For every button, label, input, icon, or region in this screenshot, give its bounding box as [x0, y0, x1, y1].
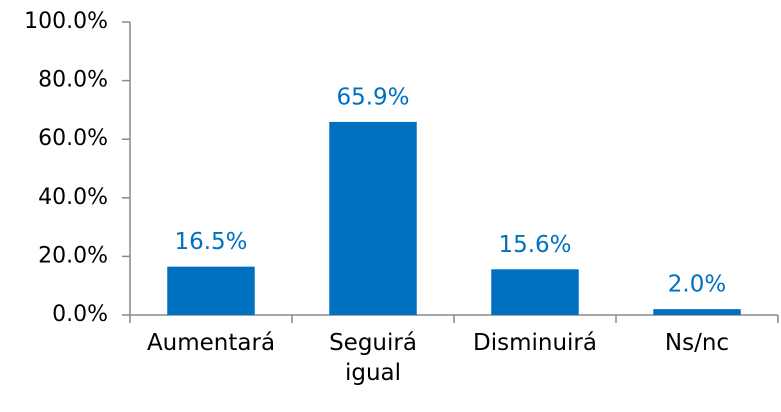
value-label: 16.5%: [174, 229, 247, 255]
y-tick-label: 20.0%: [38, 243, 108, 268]
bar: [329, 121, 417, 316]
x-tick-label: Aumentará: [146, 330, 276, 356]
value-label: 15.6%: [498, 232, 571, 258]
value-label: 65.9%: [336, 84, 409, 110]
y-tick-label: 80.0%: [38, 68, 108, 93]
y-tick-label: 60.0%: [38, 126, 108, 151]
x-tick-label: Seguirá igual: [329, 330, 417, 386]
bar: [491, 269, 579, 315]
bar: [167, 266, 255, 315]
y-tick-label: 100.0%: [24, 9, 108, 34]
bar: [653, 309, 741, 315]
x-tick-label: Disminuirá: [473, 330, 597, 356]
x-tick-label: Ns/nc: [664, 330, 730, 356]
value-label: 2.0%: [668, 272, 726, 298]
y-tick-label: 0.0%: [52, 302, 108, 327]
y-tick-label: 40.0%: [38, 185, 108, 210]
